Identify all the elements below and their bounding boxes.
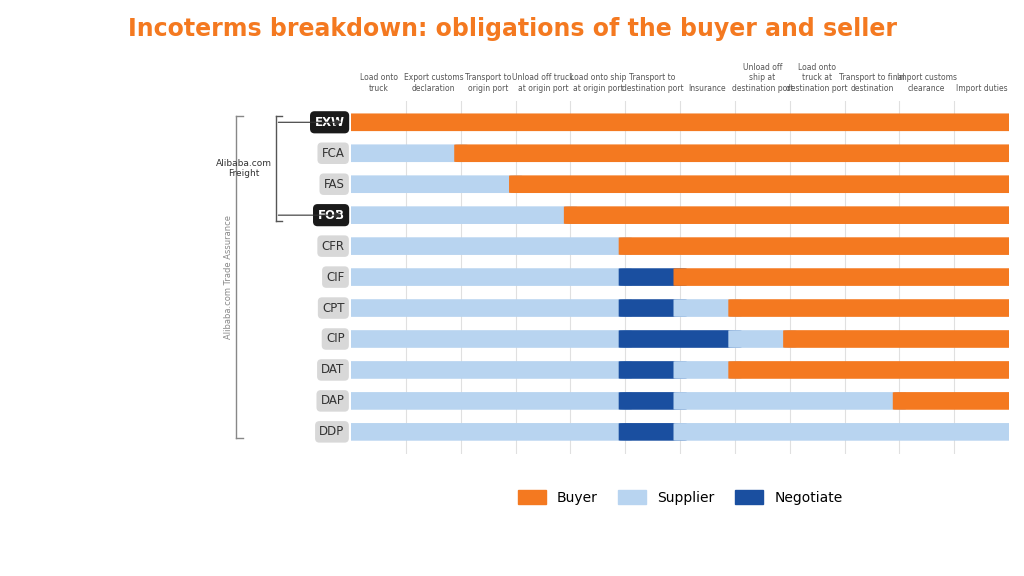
FancyBboxPatch shape [618, 268, 687, 286]
Text: Incoterms breakdown: obligations of the buyer and seller: Incoterms breakdown: obligations of the … [128, 17, 896, 41]
FancyBboxPatch shape [674, 361, 741, 379]
Text: CFR: CFR [322, 240, 345, 253]
FancyBboxPatch shape [345, 299, 632, 317]
Text: Import duties: Import duties [955, 84, 1008, 93]
FancyBboxPatch shape [345, 175, 522, 193]
FancyBboxPatch shape [618, 299, 687, 317]
FancyBboxPatch shape [345, 237, 632, 255]
FancyBboxPatch shape [618, 237, 1016, 255]
FancyBboxPatch shape [728, 299, 1016, 317]
FancyBboxPatch shape [618, 423, 687, 441]
Text: Import customs
clearance: Import customs clearance [897, 74, 956, 93]
FancyBboxPatch shape [345, 392, 632, 410]
Text: DDP: DDP [319, 426, 345, 438]
Text: Load onto
truck at
destination port: Load onto truck at destination port [786, 63, 848, 93]
Text: Insurance: Insurance [689, 84, 726, 93]
FancyBboxPatch shape [728, 361, 1016, 379]
FancyBboxPatch shape [345, 113, 1016, 131]
Text: Unload off truck
at origin port: Unload off truck at origin port [512, 74, 573, 93]
FancyBboxPatch shape [345, 423, 632, 441]
Text: Load onto ship
at origin port: Load onto ship at origin port [569, 74, 626, 93]
FancyBboxPatch shape [509, 175, 1016, 193]
Text: Transport to
origin port: Transport to origin port [465, 74, 511, 93]
FancyBboxPatch shape [674, 392, 906, 410]
Text: Alibaba.com Trade Assurance: Alibaba.com Trade Assurance [224, 215, 232, 339]
Legend: Buyer, Supplier, Negotiate: Buyer, Supplier, Negotiate [512, 484, 848, 510]
FancyBboxPatch shape [618, 392, 687, 410]
FancyBboxPatch shape [728, 330, 797, 348]
FancyBboxPatch shape [783, 330, 1016, 348]
Text: Load onto
truck: Load onto truck [359, 74, 397, 93]
Text: Transport to final
destination: Transport to final destination [839, 74, 905, 93]
FancyBboxPatch shape [345, 268, 632, 286]
Text: FCA: FCA [322, 147, 345, 160]
FancyBboxPatch shape [674, 268, 1016, 286]
Text: CIP: CIP [326, 332, 345, 346]
Text: FOB: FOB [317, 209, 345, 222]
Text: Unload off
ship at
destination port: Unload off ship at destination port [731, 63, 794, 93]
FancyBboxPatch shape [345, 206, 577, 224]
FancyBboxPatch shape [618, 361, 687, 379]
FancyBboxPatch shape [455, 145, 1016, 162]
FancyBboxPatch shape [893, 392, 1016, 410]
Text: DAP: DAP [321, 395, 345, 407]
FancyBboxPatch shape [674, 423, 1016, 441]
Text: EXW: EXW [314, 116, 345, 129]
FancyBboxPatch shape [345, 361, 632, 379]
FancyBboxPatch shape [674, 299, 741, 317]
FancyBboxPatch shape [345, 330, 632, 348]
Text: CIF: CIF [327, 271, 345, 283]
Text: DAT: DAT [322, 363, 345, 377]
Text: CPT: CPT [323, 302, 345, 314]
FancyBboxPatch shape [618, 330, 741, 348]
Text: Export customs
declaration: Export customs declaration [403, 74, 463, 93]
Text: Transport to
destination port: Transport to destination port [622, 74, 683, 93]
FancyBboxPatch shape [345, 145, 467, 162]
FancyBboxPatch shape [564, 206, 1016, 224]
Text: Alibaba.com
Freight: Alibaba.com Freight [216, 159, 272, 179]
Text: FAS: FAS [324, 178, 345, 191]
